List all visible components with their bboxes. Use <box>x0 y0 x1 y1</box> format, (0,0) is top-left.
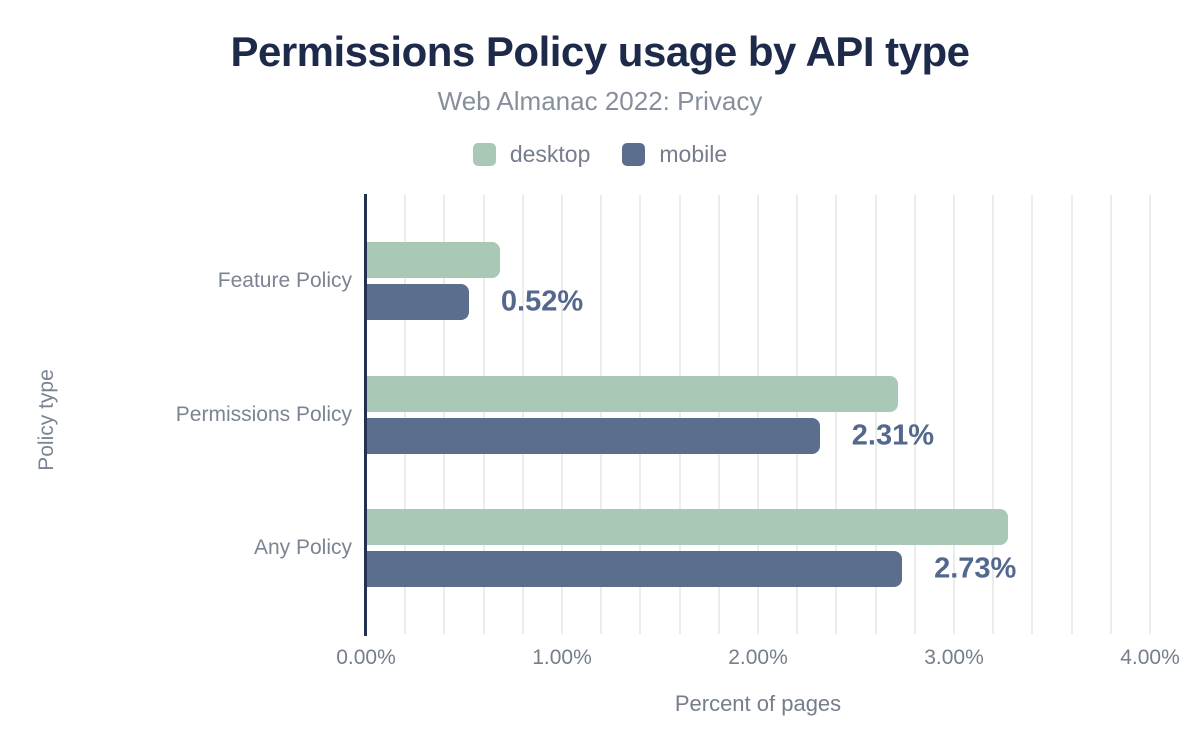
value-label-any-policy: 2.73% <box>934 552 1017 585</box>
bar-group-permissions-policy: 2.31% <box>367 376 934 454</box>
category-label-feature-policy: Feature Policy <box>217 269 352 292</box>
x-tick-label-2: 2.00% <box>728 646 788 669</box>
y-axis-line <box>364 194 367 636</box>
bar-feature-policy-desktop[interactable] <box>367 242 501 278</box>
value-label-permissions-policy: 2.31% <box>851 419 935 452</box>
bar-any-policy-mobile[interactable]: 2.73% <box>367 551 1016 587</box>
legend-item-desktop[interactable]: desktop <box>472 141 591 168</box>
bar-feature-policy-mobile[interactable]: 0.52% <box>367 284 583 320</box>
bar-permissions-policy-mobile[interactable]: 2.31% <box>367 418 934 454</box>
plot-area: 0.52% 2.31% 2.73% <box>366 195 1151 634</box>
x-tick-label-4: 4.00% <box>1120 646 1180 669</box>
mobile-swatch-icon <box>622 143 646 166</box>
x-tick-label-0: 0.00% <box>336 646 396 669</box>
bar-group-any-policy: 2.73% <box>367 509 1016 587</box>
bar-group-feature-policy: 0.52% <box>367 242 583 320</box>
chart-subtitle: Web Almanac 2022: Privacy <box>437 86 763 116</box>
legend: desktop mobile <box>0 141 1200 168</box>
bar-any-policy-desktop[interactable] <box>367 509 1008 545</box>
legend-item-mobile[interactable]: mobile <box>622 141 727 168</box>
category-label-permissions-policy: Permissions Policy <box>175 403 352 426</box>
x-tick-label-3: 3.00% <box>924 646 984 669</box>
value-label-feature-policy: 0.52% <box>500 285 584 318</box>
desktop-swatch-icon <box>472 143 496 166</box>
x-tick-label-1: 1.00% <box>532 646 592 669</box>
legend-label-desktop: desktop <box>509 141 591 167</box>
legend-label-mobile: mobile <box>659 141 728 167</box>
chart-title: Permissions Policy usage by API type <box>230 28 970 75</box>
x-axis-title: Percent of pages <box>674 691 842 716</box>
bar-permissions-policy-desktop[interactable] <box>367 376 899 412</box>
category-label-any-policy: Any Policy <box>253 536 352 559</box>
